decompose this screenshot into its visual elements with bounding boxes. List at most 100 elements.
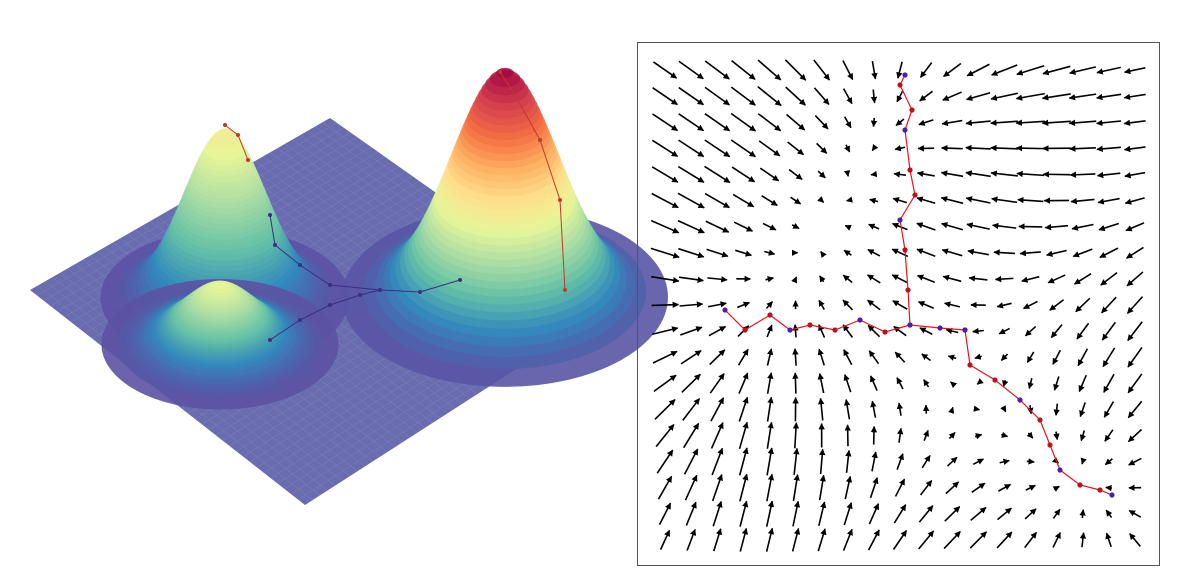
quiver-arrow — [678, 247, 705, 259]
quiver-panel — [650, 59, 1146, 552]
quiver-arrow — [897, 427, 904, 443]
quiver-arrow — [871, 451, 878, 472]
quiver-arrow — [709, 373, 725, 394]
quiver-arrow — [1053, 403, 1060, 416]
quiver-arrow — [842, 274, 853, 284]
quiver-arrow — [731, 60, 756, 80]
quiver-arrow — [867, 299, 881, 311]
quiver-arrow — [893, 325, 907, 337]
quiver-arrow — [940, 170, 964, 178]
quiver-arrow — [870, 170, 878, 178]
quiver-arrow — [704, 86, 730, 106]
quiver-arrow — [1070, 197, 1095, 205]
quiver-arrow — [1027, 378, 1034, 390]
quiver-arrow — [1128, 457, 1142, 466]
quiver-arrow — [730, 86, 756, 106]
quiver-trajectory-point — [1109, 492, 1115, 498]
quiver-arrow — [1125, 246, 1144, 259]
quiver-arrow — [683, 448, 699, 475]
quiver-arrow — [893, 504, 907, 524]
quiver-arrow — [654, 398, 676, 420]
quiver-arrow — [816, 142, 828, 154]
quiver-arrow — [765, 500, 775, 527]
quiver-arrow — [994, 275, 1014, 283]
quiver-arrow — [894, 478, 906, 497]
quiver-arrow — [1123, 67, 1146, 75]
quiver-arrow — [733, 221, 754, 232]
quiver-trajectory-point — [905, 287, 911, 293]
quiver-arrow — [1044, 223, 1069, 231]
quiver-arrow — [866, 274, 881, 284]
quiver-arrow — [765, 527, 775, 552]
quiver-arrow — [1052, 508, 1061, 519]
quiver-trajectory-point — [722, 307, 728, 313]
quiver-arrow — [1026, 458, 1035, 465]
quiver-arrow — [1079, 509, 1086, 519]
quiver-arrow — [976, 378, 984, 385]
quiver-arrow — [1068, 119, 1097, 127]
quiver-arrow — [974, 353, 982, 360]
quiver-arrow — [682, 422, 700, 449]
quiver-arrow — [842, 299, 854, 311]
quiver-arrow — [843, 399, 851, 420]
quiver-arrow — [677, 192, 705, 209]
quiver-arrow — [990, 144, 1019, 152]
surface-trajectory-point — [328, 303, 332, 307]
quiver-arrow — [993, 249, 1015, 256]
quiver-arrow — [684, 474, 698, 501]
quiver-arrow — [870, 400, 877, 418]
quiver-arrow — [679, 301, 704, 308]
quiver-arrow — [678, 113, 705, 132]
quiver-arrow — [764, 249, 776, 256]
quiver-arrow — [941, 248, 963, 257]
quiver-arrow — [730, 112, 757, 132]
quiver-arrow — [819, 275, 826, 283]
quiver-arrow — [1104, 458, 1113, 466]
quiver-arrow — [739, 500, 749, 527]
quiver-arrow — [1002, 380, 1009, 388]
quiver-arrow — [990, 119, 1019, 126]
quiver-arrow — [868, 223, 880, 230]
quiver-arrow — [965, 144, 991, 152]
quiver-arrow — [970, 506, 987, 521]
quiver-arrow — [990, 170, 1018, 177]
surface-trajectory-point — [558, 198, 562, 202]
quiver-arrow — [940, 196, 964, 205]
quiver-arrow — [843, 373, 852, 393]
quiver-trajectory-point — [787, 327, 793, 333]
surface-peak — [218, 128, 232, 136]
quiver-arrow — [708, 301, 727, 308]
quiver-arrow — [651, 166, 679, 183]
quiver-arrow — [1049, 299, 1065, 311]
quiver-arrow — [739, 527, 749, 552]
quiver-arrow — [817, 528, 827, 552]
quiver-arrow — [998, 327, 1011, 335]
quiver-arrow — [817, 196, 825, 203]
quiver-arrow — [1096, 93, 1122, 101]
quiver-arrow — [972, 327, 984, 335]
quiver-arrow — [950, 381, 958, 389]
quiver-arrow — [892, 529, 908, 550]
quiver-arrow — [1129, 533, 1141, 547]
quiver-arrow — [867, 529, 880, 551]
quiver-arrow — [1052, 349, 1062, 365]
quiver-arrow — [1016, 170, 1045, 178]
quiver-arrow — [766, 348, 774, 366]
quiver-arrow — [735, 249, 752, 257]
quiver-arrow — [650, 219, 680, 234]
surface-trajectory-point — [458, 278, 462, 282]
quiver-trajectory-point — [1047, 442, 1053, 448]
quiver-arrow — [817, 348, 826, 366]
quiver-trajectory-point — [907, 322, 913, 328]
quiver-arrow — [651, 139, 679, 158]
quiver-arrow — [844, 475, 853, 500]
surface-peak — [213, 282, 227, 290]
quiver-trajectory-point — [937, 325, 943, 331]
quiver-arrow — [918, 530, 935, 550]
quiver-arrow — [1127, 373, 1143, 394]
quiver-arrow — [819, 448, 826, 475]
quiver-arrow — [1046, 249, 1067, 257]
quiver-arrow — [1072, 248, 1093, 258]
quiver-arrow — [1015, 119, 1045, 126]
